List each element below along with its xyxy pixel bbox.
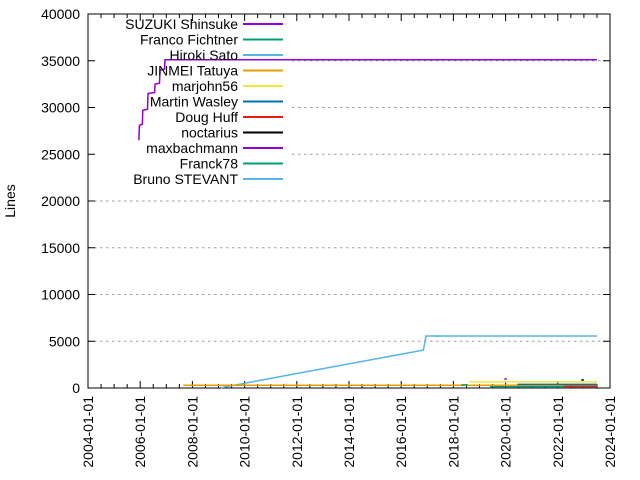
legend-label-marjohn56: marjohn56 [172,78,238,94]
legend-label-noctarius: noctarius [181,125,238,141]
x-tick-label: 2018-01-01 [445,396,461,468]
x-tick-label: 2004-01-01 [80,396,96,468]
y-tick-label: 40000 [41,6,80,22]
series-layer [138,59,597,389]
x-tick-label: 2024-01-01 [602,396,618,468]
y-tick-label: 25000 [41,146,80,162]
legend-label-franck78: Franck78 [180,156,239,172]
series-line-hiroki-sato [220,335,597,389]
legend-label-martin-wasley: Martin Wasley [150,94,238,110]
y-tick-label: 35000 [41,53,80,69]
y-axis-label: Lines [2,184,18,217]
x-tick-label: 2020-01-01 [498,396,514,468]
legend-label-hiroki-sato: Hiroki Sato [170,47,239,63]
legend-label-bruno-stevant: Bruno STEVANT [133,171,238,187]
legend-label-doug-huff: Doug Huff [175,109,238,125]
x-tick-label: 2010-01-01 [237,396,253,468]
y-tick-label: 10000 [41,287,80,303]
legend-label-suzuki-shinsuke: SUZUKI Shinsuke [125,16,238,32]
x-tick-label: 2016-01-01 [393,396,409,468]
legend-label-franco-fichtner: Franco Fichtner [140,32,238,48]
x-tick-label: 2008-01-01 [184,396,200,468]
x-tick-label: 2012-01-01 [289,396,305,468]
axes-layer: 0 5000 10000 15000 20000 25000 30000 35000 40000… [41,6,618,468]
y-tick-label: 20000 [41,193,80,209]
x-tick-label: 2014-01-01 [341,396,357,468]
legend-label-jinmei-tatuya: JINMEI Tatuya [147,63,238,79]
y-tick-label: 15000 [41,240,80,256]
y-tick-label: 30000 [41,100,80,116]
legend-label-maxbachmann: maxbachmann [146,140,238,156]
y-tick-label: 0 [72,380,80,396]
x-tick-label: 2006-01-01 [132,396,148,468]
x-tick-label: 2022-01-01 [550,396,566,468]
series-line-suzuki-shinsuke [138,59,597,141]
y-tick-label: 5000 [49,333,80,349]
